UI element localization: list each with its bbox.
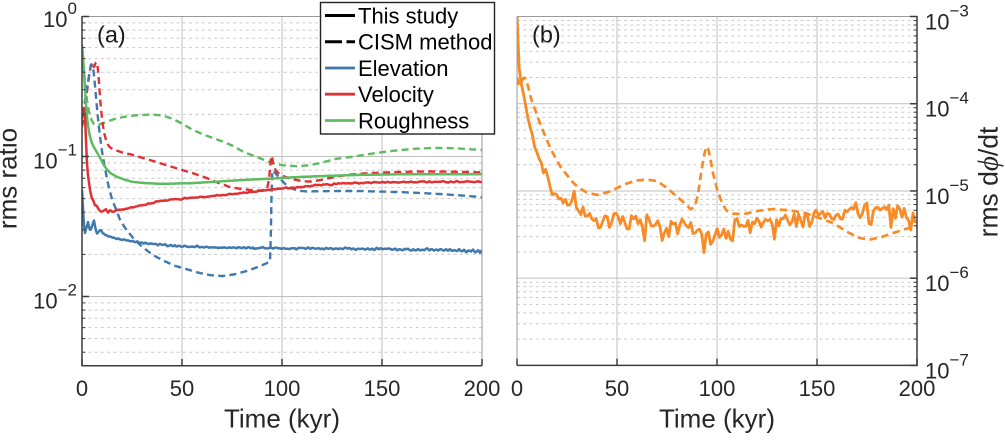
svg-text:150: 150 [799,376,836,401]
svg-text:50: 50 [170,376,194,401]
svg-text:0: 0 [76,376,88,401]
svg-text:50: 50 [605,376,629,401]
svg-text:0: 0 [511,376,523,401]
svg-text:Time (kyr): Time (kyr) [659,404,775,434]
svg-text:(b): (b) [532,22,561,48]
svg-text:(a): (a) [97,22,126,48]
svg-text:Time (kyr): Time (kyr) [224,404,340,434]
svg-text:CISM method: CISM method [358,30,493,55]
svg-text:rms dϕ/dt: rms dϕ/dt [973,126,1005,237]
svg-text:100: 100 [699,376,736,401]
svg-text:Velocity: Velocity [358,82,434,107]
svg-text:200: 200 [464,376,501,401]
svg-text:Roughness: Roughness [358,108,469,133]
svg-text:100: 100 [264,376,301,401]
svg-text:rms ratio: rms ratio [0,128,23,229]
svg-text:150: 150 [364,376,401,401]
svg-text:Elevation: Elevation [358,56,449,81]
svg-text:This study: This study [358,3,458,28]
svg-text:200: 200 [899,376,936,401]
